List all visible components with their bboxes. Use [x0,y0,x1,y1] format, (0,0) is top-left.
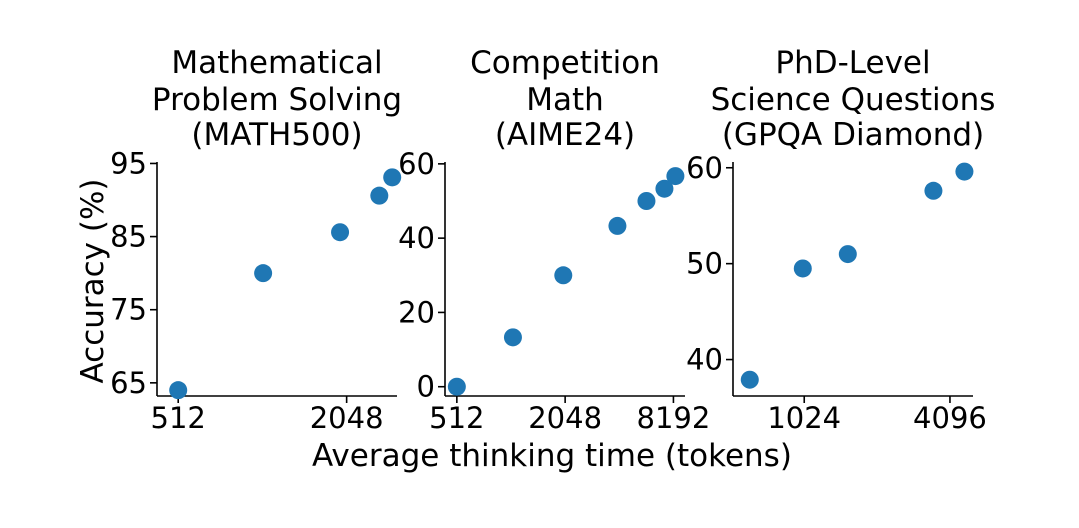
x-tick-label: 4096 [913,401,987,435]
data-point [924,181,943,200]
y-tick-label: 65 [110,366,147,400]
x-tick-label: 1024 [767,401,841,435]
data-point [608,216,627,235]
y-tick-label: 20 [398,295,435,329]
x-tick-label: 512 [429,401,484,435]
x-tick-label: 512 [151,401,206,435]
panel-title-line: Science Questions [711,82,996,118]
data-point [370,186,389,205]
panel-title-line: (MATH500) [191,117,362,153]
panel-title-line: PhD-Level [775,45,930,81]
data-point [503,328,522,347]
y-tick-label: 60 [398,147,435,181]
data-point [554,266,573,285]
y-tick-label: 95 [110,146,147,180]
panel-title-line: Math [526,82,604,118]
y-tick-label: 60 [686,151,723,185]
y-tick-label: 40 [686,343,723,377]
data-point [666,167,685,186]
data-point [740,370,759,389]
data-point [838,245,857,264]
data-point [793,259,812,278]
x-axis-label: Average thinking time (tokens) [312,438,792,474]
data-point [169,381,188,400]
x-tick-label: 2048 [310,401,384,435]
data-point [331,223,350,242]
y-tick-label: 75 [110,293,147,327]
panel-title-line: Mathematical [171,45,382,81]
data-point [254,264,273,283]
y-axis-label: Accuracy (%) [75,178,111,383]
data-point [383,168,402,187]
x-tick-label: 2048 [528,401,602,435]
panel-title-line: Competition [470,45,660,81]
y-tick-label: 50 [686,247,723,281]
data-point [447,377,466,396]
data-point [655,179,674,198]
y-tick-label: 85 [110,220,147,254]
data-point [955,162,974,181]
panel-title-line: Problem Solving [152,82,402,118]
panel-title-line: (GPQA Diamond) [722,117,984,153]
y-tick-label: 40 [398,221,435,255]
panel-title-line: (AIME24) [495,117,635,153]
y-tick-label: 0 [417,370,435,404]
x-tick-label: 8192 [637,401,711,435]
data-point [637,192,656,210]
